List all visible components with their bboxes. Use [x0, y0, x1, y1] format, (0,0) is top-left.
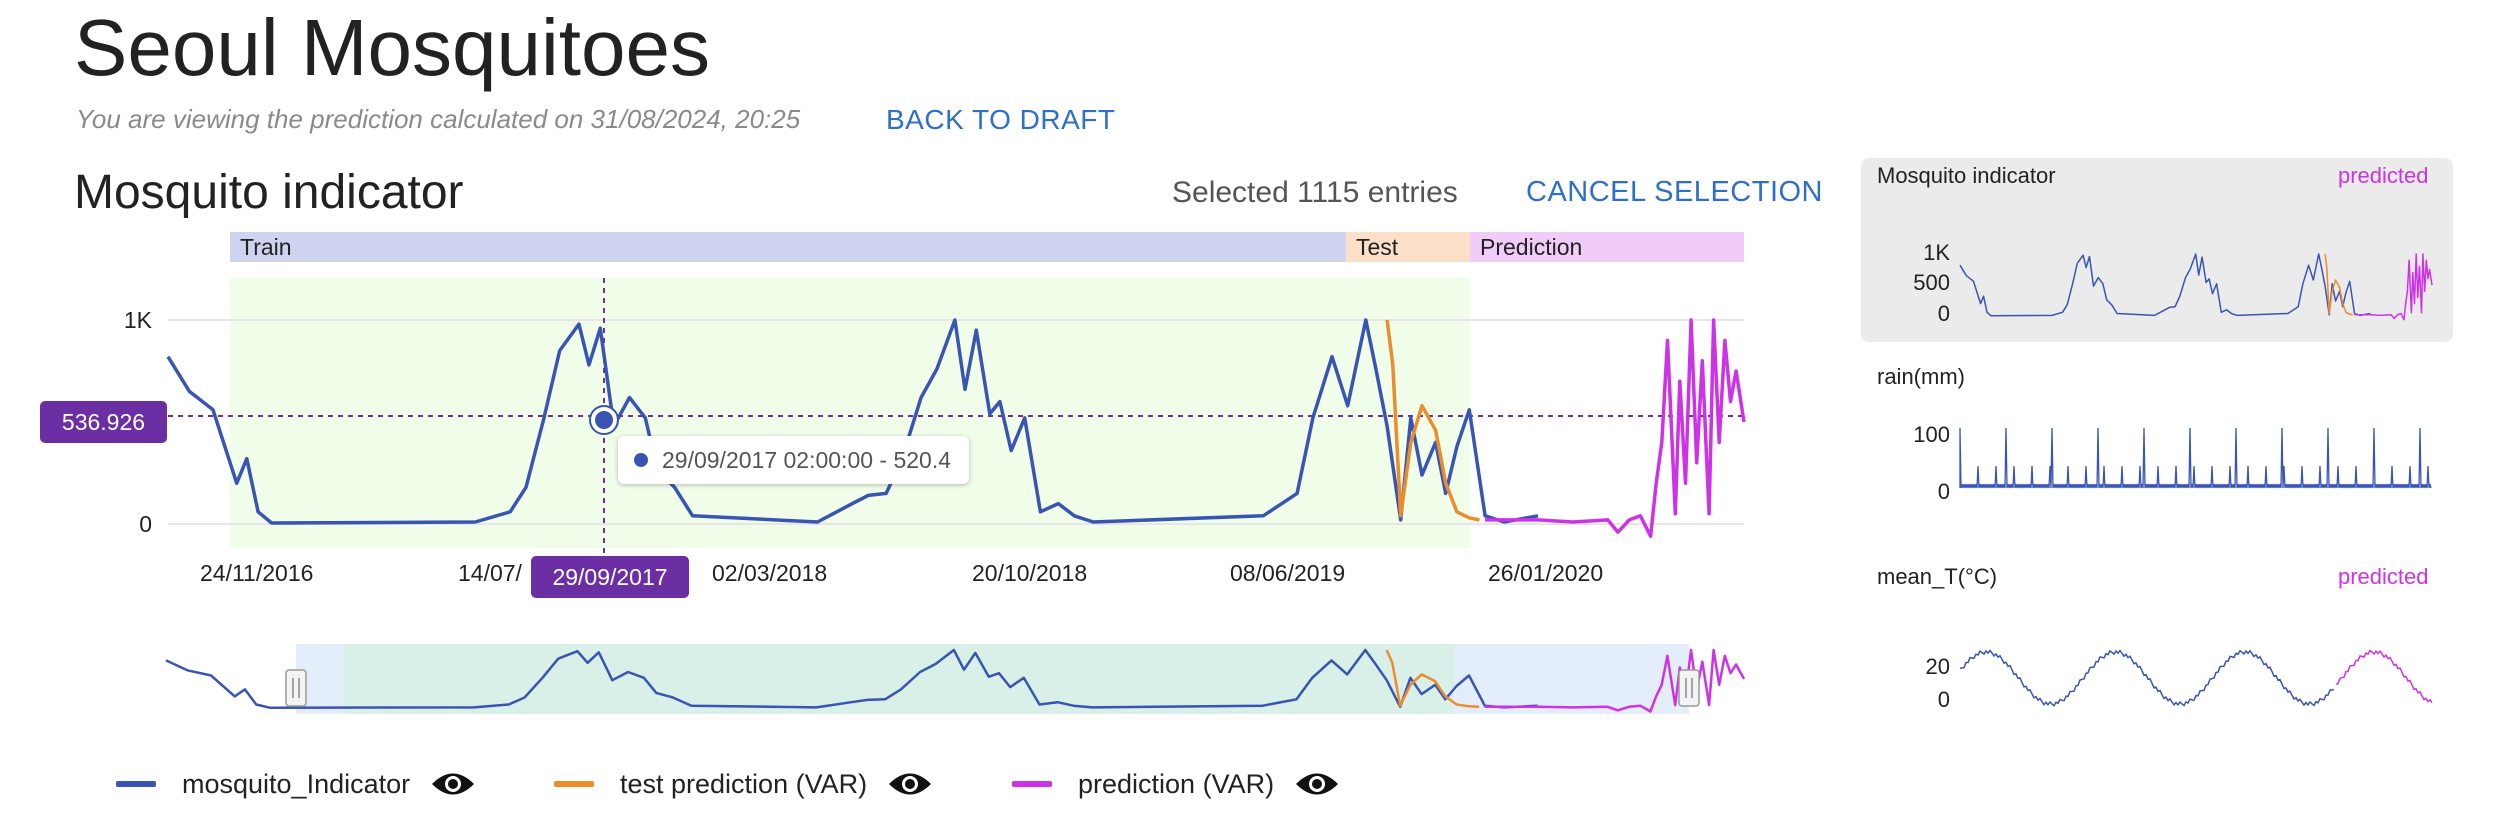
legend-label: prediction (VAR) — [1078, 768, 1275, 799]
side-y-tick: 0 — [1937, 687, 1950, 712]
side-rain-sparkline — [1959, 427, 2432, 489]
side-y-tick: 1K — [1923, 240, 1950, 265]
side-panel-predicted-tag: predicted — [2338, 163, 2429, 188]
series-line-mosquito-indicator — [166, 318, 1539, 525]
navigator-train-window — [344, 644, 1454, 714]
series-line-mosquito-indicator — [165, 648, 1538, 709]
legend-item-prediction[interactable]: prediction (VAR) — [1012, 766, 1340, 802]
main-chart[interactable] — [0, 270, 1780, 560]
page-title: Seoul Mosquitoes — [74, 3, 710, 92]
side-y-tick: 0 — [1937, 301, 1950, 326]
legend-swatch — [116, 781, 156, 787]
legend-swatch — [554, 781, 594, 787]
tooltip-series-dot — [634, 453, 648, 467]
selected-entries-count: Selected 1115 entries — [1172, 176, 1458, 209]
series-line-mosquito-indicator — [1959, 253, 2371, 317]
eye-icon[interactable] — [430, 769, 476, 799]
series-line-test-prediction-var — [1385, 319, 1480, 522]
y-tick-label-0: 0 — [139, 511, 152, 537]
tooltip-text: 29/09/2017 02:00:00 - 520.4 — [662, 447, 952, 473]
eye-icon[interactable] — [887, 769, 933, 799]
legend-label: mosquito_Indicator — [182, 768, 411, 799]
navigator-right-handle[interactable] — [1678, 669, 1700, 707]
side-panel-predicted-tag: predicted — [2338, 564, 2429, 589]
crosshair-y-value-badge: 536.926 — [40, 401, 167, 443]
side-y-tick: 500 — [1913, 270, 1950, 295]
legend-item-mosquito-indicator[interactable]: mosquito_Indicator — [116, 766, 476, 802]
phase-train-band: Train — [230, 232, 1346, 262]
side-panel-title: mean_T(°C) — [1877, 564, 1998, 589]
rain-sparkline-path — [1959, 427, 2432, 489]
series-line-test-prediction-var — [1385, 649, 1480, 709]
side-mosquito-sparkline — [1959, 253, 2433, 321]
crosshair-x-value-badge: 29/09/2017 — [531, 556, 689, 598]
chart-section-title: Mosquito indicator — [74, 166, 464, 219]
legend-swatch — [1012, 781, 1052, 787]
phase-test-band: Test — [1346, 232, 1470, 262]
range-navigator[interactable] — [160, 640, 1760, 720]
series-line-prediction-var — [2354, 253, 2433, 321]
prediction-timestamp-text: You are viewing the prediction calculate… — [76, 104, 801, 134]
y-tick-label-1k: 1K — [123, 307, 152, 333]
x-tick-label: 20/10/2018 — [972, 560, 1088, 586]
side-y-tick: 0 — [1937, 479, 1950, 504]
x-tick-label: 14/07/ — [458, 560, 522, 586]
train-region-shade — [230, 278, 1470, 548]
hover-point-ring — [589, 405, 619, 435]
hover-point-marker — [591, 407, 617, 433]
temperature-predicted-path — [2335, 649, 2433, 704]
side-panel-title: rain(mm) — [1877, 364, 1965, 389]
eye-icon[interactable] — [1294, 769, 1340, 799]
series-line-prediction-var — [1484, 648, 1746, 713]
x-tick-label: 08/06/2019 — [1230, 560, 1346, 586]
back-to-draft-link[interactable]: BACK TO DRAFT — [886, 104, 1116, 135]
series-line-test-prediction-var — [2324, 253, 2353, 316]
side-y-tick: 20 — [1925, 654, 1950, 679]
phase-prediction-band: Prediction — [1470, 232, 1744, 262]
side-y-tick: 100 — [1913, 422, 1950, 447]
side-temperature-sparkline — [1959, 649, 2433, 707]
series-line-prediction-var — [1485, 318, 1746, 538]
x-tick-label: 02/03/2018 — [712, 560, 828, 586]
x-tick-label: 26/01/2020 — [1488, 560, 1604, 586]
hover-tooltip: 29/09/2017 02:00:00 - 520.4 — [618, 436, 970, 484]
legend-label: test prediction (VAR) — [620, 768, 868, 799]
side-panel-title: Mosquito indicator — [1877, 163, 2056, 188]
x-tick-label: 24/11/2016 — [200, 560, 314, 586]
navigator-left-handle[interactable] — [285, 669, 307, 707]
cancel-selection-link[interactable]: CANCEL SELECTION — [1526, 176, 1823, 208]
temperature-observed-path — [1959, 649, 2335, 707]
legend-item-test-prediction[interactable]: test prediction (VAR) — [554, 766, 933, 802]
